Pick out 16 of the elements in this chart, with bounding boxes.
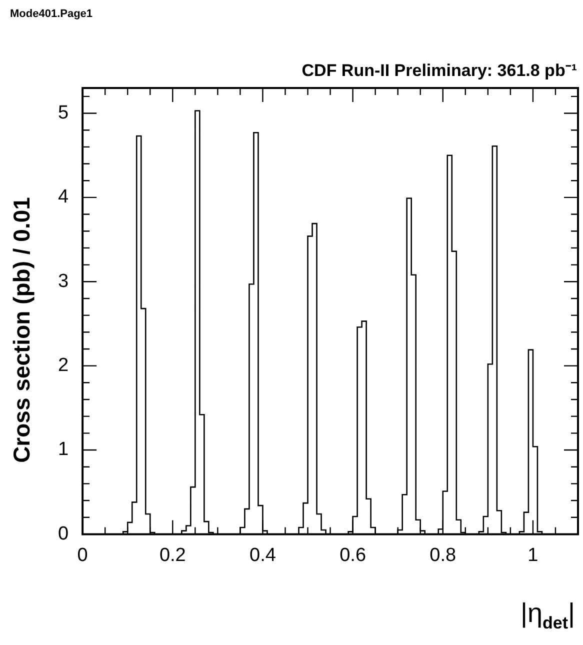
- y-tick-label: 2: [58, 355, 69, 376]
- y-axis-title: Cross section (pb) / 0.01: [8, 197, 36, 463]
- chart-title: CDF Run-II Preliminary: 361.8 pb⁻¹: [302, 60, 577, 81]
- y-tick-label: 1: [58, 439, 69, 460]
- y-tick-label: 5: [58, 102, 69, 124]
- y-tick-label: 3: [58, 270, 69, 292]
- y-tick-label: 0: [58, 523, 69, 544]
- text: Mode401.Page1: [10, 8, 93, 20]
- x-tick-label: 0.6: [340, 544, 366, 566]
- y-tick-label: 4: [58, 186, 69, 208]
- x-tick-label: 1: [528, 544, 538, 566]
- x-tick-label: 0.2: [159, 544, 186, 566]
- x-tick-label: 0.4: [250, 544, 276, 566]
- x-axis-title: |η$_{det}$|: [520, 598, 575, 634]
- x-tick-label: 0.8: [430, 544, 456, 566]
- x-tick-label: 0: [77, 544, 88, 566]
